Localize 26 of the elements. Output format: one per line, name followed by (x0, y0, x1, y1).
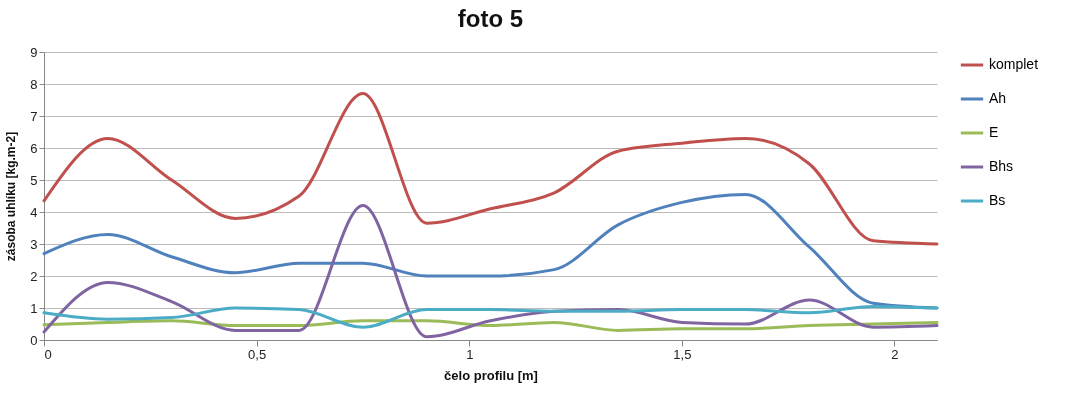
x-tick-label: 0,5 (248, 346, 267, 362)
line-series (42, 92, 939, 246)
line-series (42, 304, 939, 329)
y-tick-label: 5 (30, 172, 38, 188)
y-tick-label: 1 (30, 300, 38, 316)
x-tick-label: 2 (891, 346, 899, 362)
x-tick-label: 0 (44, 346, 52, 362)
legend-label: Ah (989, 90, 1007, 106)
x-tick-label: 1,5 (673, 346, 692, 362)
legend-label: E (989, 124, 999, 140)
y-tick-label: 4 (30, 204, 38, 220)
x-axis-title: čelo profilu [m] (444, 367, 538, 383)
chart-title: foto 5 (457, 5, 524, 32)
y-tick-label: 0 (30, 332, 38, 348)
y-tick-label: 3 (30, 236, 38, 252)
legend-label: Bs (989, 192, 1006, 208)
y-tick-label: 6 (30, 140, 38, 156)
x-tick-label: 1 (466, 346, 474, 362)
y-tick-label: 7 (30, 108, 38, 124)
legend-label: komplet (989, 56, 1039, 72)
y-tick-label: 9 (30, 44, 38, 60)
y-tick-label: 8 (30, 76, 38, 92)
y-axis-title: zásoba uhlíku [kg.m-2] (4, 131, 19, 262)
line-series (42, 319, 939, 332)
y-tick-label: 2 (30, 268, 38, 284)
legend-label: Bhs (989, 158, 1014, 174)
